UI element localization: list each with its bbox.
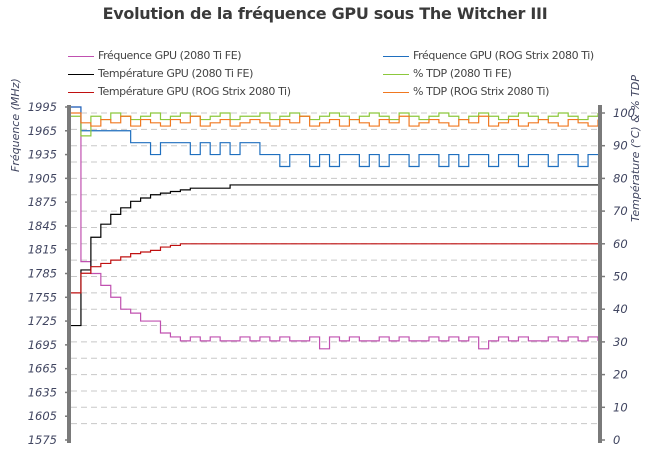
legend-swatch bbox=[383, 55, 409, 57]
right-tick-label: 90 bbox=[613, 139, 628, 153]
legend-label: Fréquence GPU (2080 Ti FE) bbox=[98, 49, 242, 62]
legend-label: % TDP (2080 Ti FE) bbox=[413, 67, 512, 80]
legend-swatch bbox=[383, 73, 409, 75]
legend-item: Température GPU (ROG Strix 2080 Ti) bbox=[68, 85, 291, 98]
right-tick-label: 10 bbox=[613, 400, 628, 414]
left-tick-label: 1905 bbox=[28, 171, 57, 185]
legend-label: Température GPU (2080 Ti FE) bbox=[98, 67, 253, 80]
left-tick-label: 1665 bbox=[28, 362, 57, 376]
series-line-1 bbox=[71, 106, 598, 168]
series-line-5 bbox=[71, 112, 599, 127]
legend-swatch bbox=[383, 91, 409, 93]
right-tick-label: 30 bbox=[613, 335, 628, 349]
right-tick-label: 60 bbox=[613, 237, 628, 251]
left-tick-label: 1695 bbox=[28, 338, 57, 352]
legend-item: Température GPU (2080 Ti FE) bbox=[68, 67, 253, 80]
chart-title: Evolution de la fréquence GPU sous The W… bbox=[102, 4, 548, 23]
legend-swatch bbox=[68, 73, 94, 75]
y-axis-title: Fréquence (MHz) bbox=[9, 78, 22, 172]
legend-label: Température GPU (ROG Strix 2080 Ti) bbox=[98, 85, 291, 98]
right-tick-label: 50 bbox=[613, 270, 628, 284]
right-tick-label: 20 bbox=[613, 368, 628, 382]
left-tick-label: 1605 bbox=[28, 409, 57, 423]
right-tick-label: 70 bbox=[613, 204, 628, 218]
left-tick-label: 1845 bbox=[28, 219, 57, 233]
legend-label: % TDP (ROG Strix 2080 Ti) bbox=[413, 85, 549, 98]
legend-item: Fréquence GPU (ROG Strix 2080 Ti) bbox=[383, 49, 594, 62]
legend-label: Fréquence GPU (ROG Strix 2080 Ti) bbox=[413, 49, 594, 62]
series-line-2 bbox=[71, 184, 598, 327]
left-tick-label: 1575 bbox=[28, 433, 57, 447]
left-tick-label: 1785 bbox=[28, 267, 57, 281]
left-tick-label: 1725 bbox=[28, 314, 57, 328]
series-line-0 bbox=[71, 106, 599, 350]
legend-swatch bbox=[68, 55, 94, 57]
right-tick-label: 40 bbox=[613, 302, 628, 316]
legend-item: % TDP (ROG Strix 2080 Ti) bbox=[383, 85, 549, 98]
left-tick-label: 1815 bbox=[28, 243, 57, 257]
left-tick-label: 1635 bbox=[28, 385, 57, 399]
left-tick-label: 1755 bbox=[28, 290, 57, 304]
series-line-3 bbox=[71, 112, 599, 137]
left-tick-label: 1935 bbox=[28, 148, 57, 162]
legend-item: % TDP (2080 Ti FE) bbox=[383, 67, 512, 80]
legend-item: Fréquence GPU (2080 Ti FE) bbox=[68, 49, 242, 62]
right-tick-label: 100 bbox=[613, 106, 635, 120]
y2-axis-title: Température (°C) & % TDP bbox=[629, 75, 642, 222]
series-line-4 bbox=[71, 243, 598, 294]
right-tick-label: 0 bbox=[613, 433, 620, 447]
left-tick-label: 1875 bbox=[28, 195, 57, 209]
left-tick-label: 1965 bbox=[28, 124, 57, 138]
legend-swatch bbox=[68, 91, 94, 93]
left-tick-label: 1995 bbox=[28, 100, 57, 114]
right-tick-label: 80 bbox=[613, 171, 628, 185]
